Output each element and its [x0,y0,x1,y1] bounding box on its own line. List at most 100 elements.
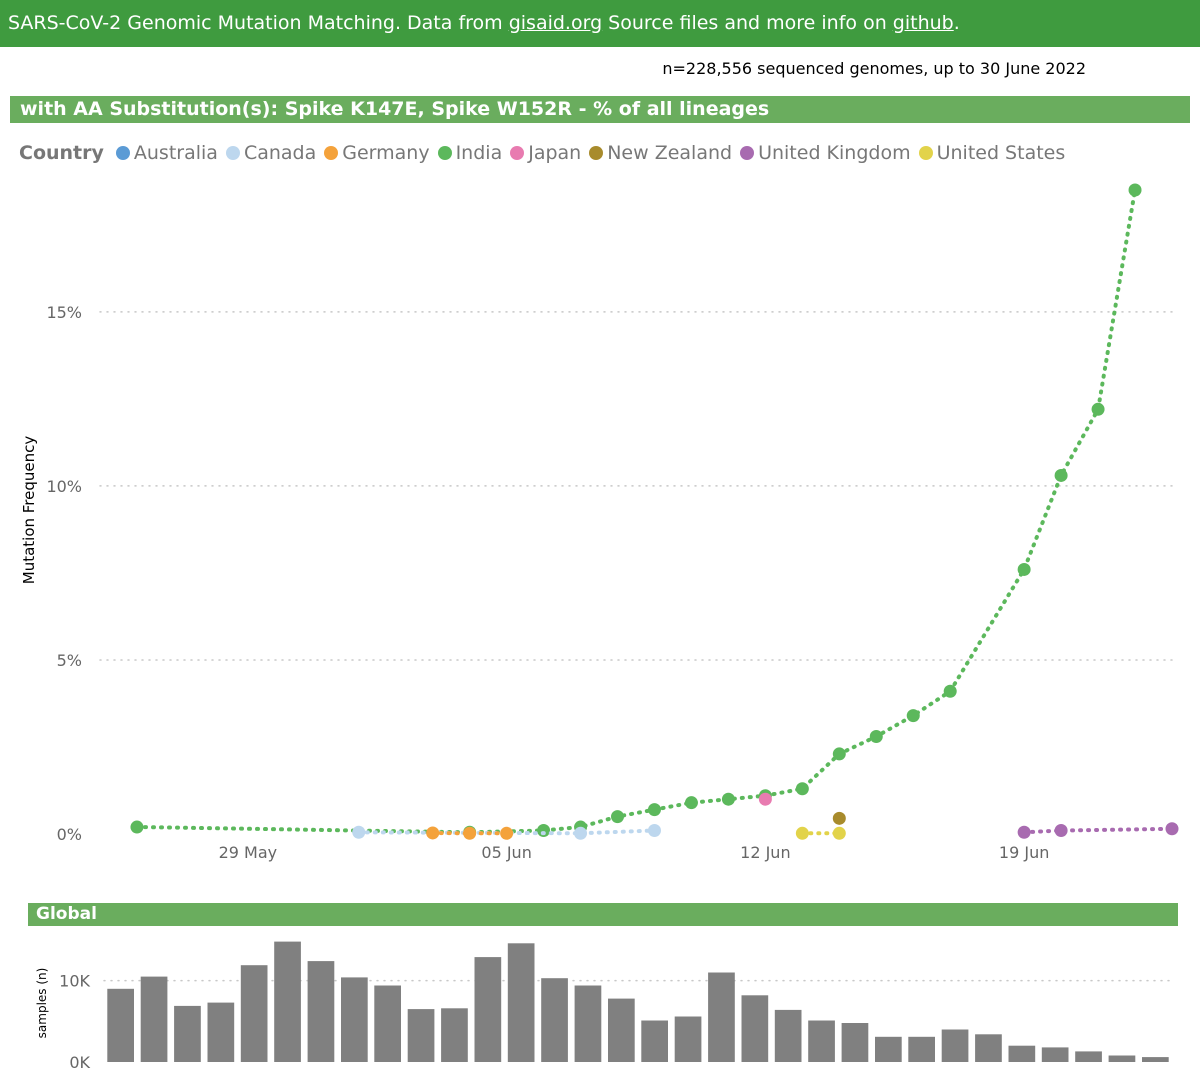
legend-item[interactable]: Canada [225,142,317,164]
data-point [352,825,366,839]
header-suffix: . [953,12,960,34]
data-point [795,782,809,796]
data-point [537,824,551,838]
global-chart-title: Global [28,903,1178,926]
bar [140,976,168,1062]
x-tick-label: 19 Jun [999,843,1049,862]
legend-item[interactable]: Germany [324,142,430,164]
legend-swatch [510,146,525,160]
header-banner: SARS-CoV-2 Genomic Mutation Matching. Da… [0,0,1200,47]
header-middle: Source files and more info on [602,12,893,34]
y-tick-label: 10K [59,972,90,991]
data-point [906,709,920,723]
bar [374,985,401,1062]
x-tick-label: 05 Jun [481,843,531,862]
legend-item[interactable]: Japan [510,142,581,164]
bar [107,988,134,1062]
data-point [684,796,698,810]
bar [574,985,602,1062]
data-point [647,803,661,817]
bar [708,972,735,1062]
bar [240,965,268,1062]
gisaid-link[interactable]: gisaid.org [508,12,603,34]
data-point [795,826,809,840]
bar [908,1036,935,1062]
bar [307,961,335,1062]
data-point [832,747,846,761]
y-tick-label: 10% [46,477,82,496]
data-point [1017,825,1031,839]
bar [1041,1047,1069,1062]
data-point [426,826,440,840]
header-prefix: SARS-CoV-2 Genomic Mutation Matching. Da… [8,12,509,34]
legend-swatch [115,146,130,160]
series-line [1022,826,1174,835]
data-point [647,824,661,838]
bar [541,978,568,1062]
data-point [1054,468,1068,482]
bar [674,1016,702,1062]
bar [975,1034,1002,1062]
legend-swatch [324,146,339,160]
github-link[interactable]: github [892,12,954,34]
legend-item[interactable]: New Zealand [589,142,732,164]
bar [941,1029,969,1062]
legend-label: India [455,142,503,164]
bar [474,957,502,1062]
legend-label: United States [936,142,1066,164]
legend-item[interactable]: Australia [115,142,218,164]
legend-item[interactable]: India [437,142,503,164]
legend-label: United Kingdom [758,142,911,164]
bar [608,998,635,1062]
bar [1108,1055,1136,1062]
bar [808,1020,835,1062]
data-point [832,826,846,840]
bar [774,1009,802,1062]
legend-swatch [740,146,755,160]
legend-item[interactable]: United States [918,142,1066,164]
legend-label: New Zealand [607,142,733,164]
data-point [1054,824,1068,838]
x-tick-label: 12 Jun [740,843,790,862]
data-point [500,826,514,840]
data-point [463,826,477,840]
y-tick-label: 0% [57,825,82,844]
chart-legend: Country Australia Canada Germany India Japan… [19,140,1073,166]
data-point [1091,402,1105,416]
legend-item[interactable]: United Kingdom [740,142,911,164]
data-point [943,684,957,698]
data-point [1165,822,1179,836]
legend-label: Canada [243,142,317,164]
legend-swatch [437,146,452,160]
bar [207,1002,235,1062]
data-point [758,792,772,806]
data-point [611,810,625,824]
bar [1075,1051,1102,1062]
bar [407,1009,435,1062]
bar [1142,1057,1169,1062]
data-point [869,730,883,744]
bar [174,1005,201,1062]
y-tick-label: 15% [46,303,82,322]
legend-label: Australia [133,142,218,164]
data-point [1017,562,1031,576]
data-point [832,811,846,825]
bar [641,1020,668,1062]
y-axis-title: Mutation Frequency [20,436,38,585]
bar [741,995,769,1062]
genome-count-subtitle: n=228,556 sequenced genomes, up to 30 Ju… [662,59,1086,78]
bar [441,1008,468,1062]
series-line [135,188,1137,835]
data-point [130,820,144,834]
legend-label: Japan [528,142,582,164]
legend-title: Country [19,142,104,164]
bar [341,977,368,1062]
legend-label: Germany [342,142,430,164]
main-chart-title: with AA Substitution(s): Spike K147E, Sp… [10,96,1190,123]
bar [1008,1045,1036,1062]
y-axis-title: samples (n) [35,968,49,1039]
data-point [721,792,735,806]
bar [875,1036,902,1062]
legend-swatch [225,146,240,160]
